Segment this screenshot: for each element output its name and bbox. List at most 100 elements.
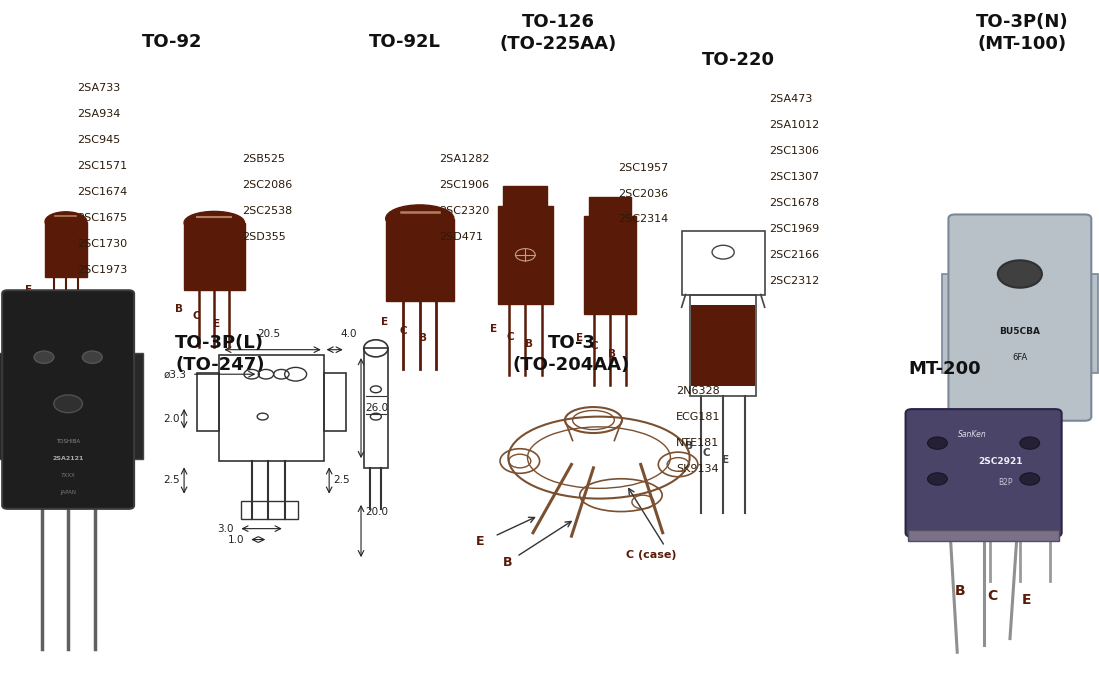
- Text: 2.5: 2.5: [334, 475, 351, 486]
- Bar: [323, 373, 345, 432]
- Text: TO-3P(N): TO-3P(N): [976, 13, 1068, 31]
- Bar: [589, 197, 631, 216]
- Text: 2.5: 2.5: [163, 475, 180, 486]
- Text: MT-200: MT-200: [909, 360, 981, 378]
- Text: 2SC2166: 2SC2166: [769, 250, 820, 260]
- Text: TO-220: TO-220: [702, 51, 775, 69]
- Text: 2SC1306: 2SC1306: [769, 146, 819, 156]
- Text: B: B: [175, 304, 184, 313]
- Text: 2SC2036: 2SC2036: [618, 189, 668, 199]
- Text: 2SD355: 2SD355: [242, 232, 286, 242]
- Text: TO-92: TO-92: [142, 33, 203, 51]
- Text: 3.0: 3.0: [218, 524, 234, 533]
- Text: 2SC1957: 2SC1957: [618, 163, 668, 173]
- Text: 2SC2538: 2SC2538: [242, 206, 292, 216]
- Text: C (case): C (case): [626, 550, 677, 560]
- Text: 2SC1906: 2SC1906: [440, 180, 490, 190]
- Text: TO-126: TO-126: [522, 13, 595, 31]
- Text: ø3.3: ø3.3: [164, 370, 187, 379]
- Text: B: B: [42, 294, 51, 303]
- Text: 2SA473: 2SA473: [769, 94, 812, 104]
- Circle shape: [1020, 473, 1040, 485]
- Text: C: C: [591, 342, 598, 351]
- Text: JAPAN: JAPAN: [60, 490, 76, 495]
- Text: 6FA: 6FA: [1012, 352, 1028, 362]
- Circle shape: [998, 260, 1042, 288]
- Text: 2SC1969: 2SC1969: [769, 224, 820, 234]
- Bar: [45, 221, 87, 277]
- Text: E: E: [722, 455, 729, 464]
- Text: E: E: [476, 535, 485, 548]
- Text: 2SC1973: 2SC1973: [77, 265, 127, 275]
- Text: 2SD471: 2SD471: [440, 232, 484, 242]
- Text: (TO-225AA): (TO-225AA): [500, 36, 617, 53]
- Text: B: B: [503, 555, 512, 569]
- Text: E: E: [381, 318, 388, 327]
- Text: C: C: [507, 332, 513, 342]
- Text: 2SC1675: 2SC1675: [77, 213, 127, 223]
- Text: 2SA2121: 2SA2121: [53, 456, 84, 461]
- Text: 2SC2921: 2SC2921: [978, 456, 1022, 466]
- Bar: [127, 353, 143, 459]
- Text: 2SA934: 2SA934: [77, 109, 120, 120]
- Text: 2SB525: 2SB525: [242, 154, 285, 164]
- Text: 2.0: 2.0: [163, 414, 180, 423]
- Text: 2SC1730: 2SC1730: [77, 239, 127, 249]
- Text: C: C: [987, 589, 998, 602]
- Circle shape: [82, 351, 102, 363]
- Text: SanKen: SanKen: [958, 430, 987, 439]
- Bar: [241, 501, 298, 519]
- Text: C: C: [37, 306, 44, 316]
- Text: C: C: [400, 326, 407, 335]
- Text: 2SA733: 2SA733: [77, 83, 120, 94]
- Bar: [690, 294, 756, 396]
- Text: C: C: [193, 311, 200, 321]
- Circle shape: [928, 437, 947, 449]
- Text: E: E: [490, 324, 497, 334]
- Bar: [498, 206, 553, 304]
- Bar: [908, 530, 1059, 541]
- Text: 2SC1678: 2SC1678: [769, 198, 820, 208]
- FancyBboxPatch shape: [948, 214, 1091, 421]
- Text: ECG181: ECG181: [676, 412, 720, 422]
- Text: 1.0: 1.0: [227, 535, 244, 544]
- Text: 20.5: 20.5: [257, 329, 281, 339]
- Bar: [386, 219, 454, 301]
- Text: E: E: [1022, 594, 1031, 607]
- Text: NTE181: NTE181: [676, 438, 719, 448]
- Bar: [942, 274, 956, 373]
- Bar: [1084, 274, 1098, 373]
- Bar: [0, 353, 9, 459]
- Circle shape: [1020, 437, 1040, 449]
- Text: BU5CBA: BU5CBA: [999, 327, 1041, 336]
- FancyBboxPatch shape: [906, 409, 1062, 537]
- Text: 7XXX: 7XXX: [60, 473, 76, 478]
- Text: 2SC2312: 2SC2312: [769, 276, 820, 286]
- Circle shape: [54, 395, 82, 413]
- Ellipse shape: [45, 212, 87, 232]
- Text: TO-3P(L): TO-3P(L): [176, 334, 264, 352]
- Text: TO-92L: TO-92L: [368, 33, 441, 51]
- Bar: [185, 223, 244, 290]
- Bar: [220, 355, 323, 461]
- Text: 2SC1571: 2SC1571: [77, 161, 127, 171]
- Text: B2P: B2P: [998, 478, 1013, 487]
- Text: 2SC1674: 2SC1674: [77, 187, 127, 197]
- Bar: [503, 186, 547, 206]
- Text: 2N6328: 2N6328: [676, 386, 720, 396]
- Text: 20.0: 20.0: [365, 507, 388, 517]
- Ellipse shape: [386, 205, 454, 232]
- Text: B: B: [685, 441, 693, 451]
- Bar: [198, 373, 220, 432]
- Text: 2SC945: 2SC945: [77, 135, 120, 145]
- Bar: [691, 305, 755, 385]
- Bar: [584, 216, 636, 314]
- Text: B: B: [524, 339, 533, 349]
- Text: B: B: [955, 584, 966, 598]
- Text: 2SC2320: 2SC2320: [440, 206, 490, 216]
- Text: 2SC1307: 2SC1307: [769, 172, 820, 182]
- Text: 2SC2086: 2SC2086: [242, 180, 292, 190]
- Text: C: C: [703, 448, 710, 458]
- Text: 26.0: 26.0: [365, 403, 389, 413]
- Bar: [681, 231, 765, 294]
